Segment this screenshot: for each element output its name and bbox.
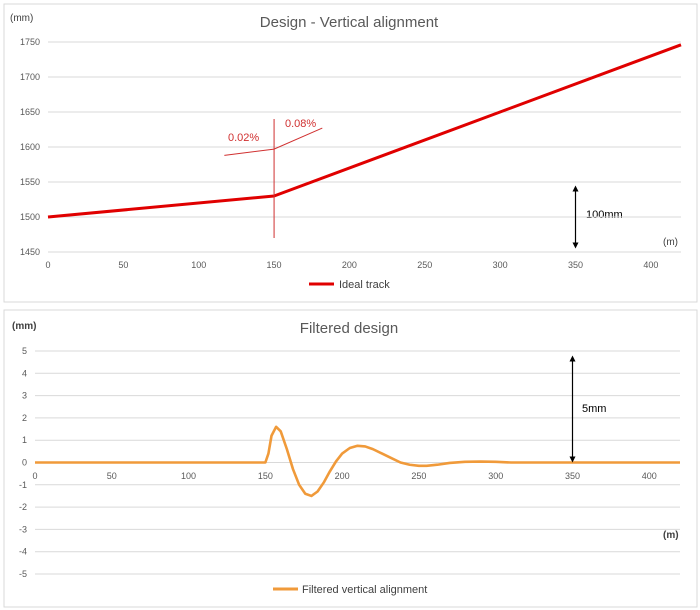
- x-tick-label: 100: [181, 471, 196, 481]
- legend-label: Filtered vertical alignment: [302, 584, 427, 596]
- y-tick-label: -4: [19, 547, 27, 557]
- y-tick-label: -3: [19, 524, 27, 534]
- x-tick-label: 0: [45, 260, 50, 270]
- x-tick-label: 0: [32, 471, 37, 481]
- y-tick-label: 5: [22, 346, 27, 356]
- x-tick-label: 150: [258, 471, 273, 481]
- x-tick-label: 200: [342, 260, 357, 270]
- series-line: [35, 425, 680, 498]
- vertical-alignment-chart: Design - Vertical alignment (mm) (m) Ide…: [10, 13, 682, 291]
- scale-label: 100mm: [586, 209, 623, 221]
- arrow-up-icon: [572, 185, 579, 192]
- x-tick-label: 50: [107, 471, 117, 481]
- y-tick-label: 1650: [20, 107, 40, 117]
- slope-left-label: 0.02%: [228, 132, 259, 144]
- x-tick-label: 200: [335, 471, 350, 481]
- y-tick-label: 1600: [20, 142, 40, 152]
- y-tick-label: 1750: [20, 37, 40, 47]
- arrow-up-icon: [569, 355, 576, 362]
- y-tick-label: 4: [22, 368, 27, 378]
- legend-label: Ideal track: [339, 279, 390, 291]
- y-tick-label: 1: [22, 435, 27, 445]
- y-tick-label: 1550: [20, 177, 40, 187]
- y-tick-label: -2: [19, 502, 27, 512]
- top-chart-panel: [3, 3, 698, 303]
- x-tick-label: 300: [493, 260, 508, 270]
- x-tick-label: 250: [411, 471, 426, 481]
- x-tick-label: 250: [417, 260, 432, 270]
- y-tick-label: 1500: [20, 212, 40, 222]
- x-axis-unit: (m): [663, 237, 678, 248]
- x-tick-label: 400: [642, 471, 657, 481]
- y-tick-label: 2: [22, 413, 27, 423]
- bottom-chart-panel: [3, 309, 698, 608]
- x-tick-label: 400: [643, 260, 658, 270]
- arrow-down-icon: [569, 456, 576, 463]
- y-tick-label: 1450: [20, 247, 40, 257]
- x-tick-label: 300: [488, 471, 503, 481]
- chart-title: Design - Vertical alignment: [260, 14, 439, 31]
- arrow-down-icon: [572, 242, 579, 249]
- y-axis-unit: (mm): [12, 321, 36, 332]
- y-tick-label: 0: [22, 458, 27, 468]
- y-tick-label: -5: [19, 569, 27, 579]
- y-tick-label: -1: [19, 480, 27, 490]
- slope-right-label: 0.08%: [285, 118, 316, 130]
- slope-indicator: [224, 127, 323, 156]
- filtered-design-chart: Filtered design (mm) (m) Filtered vertic…: [12, 320, 680, 596]
- y-tick-label: 1700: [20, 72, 40, 82]
- x-tick-label: 150: [267, 260, 282, 270]
- y-axis-unit: (mm): [10, 13, 33, 24]
- x-tick-label: 100: [191, 260, 206, 270]
- scale-label: 5mm: [582, 403, 606, 415]
- x-tick-label: 350: [568, 260, 583, 270]
- x-tick-label: 50: [118, 260, 128, 270]
- x-tick-label: 350: [565, 471, 580, 481]
- x-axis-unit: (m): [663, 530, 679, 541]
- chart-title: Filtered design: [300, 320, 398, 337]
- y-tick-label: 3: [22, 391, 27, 401]
